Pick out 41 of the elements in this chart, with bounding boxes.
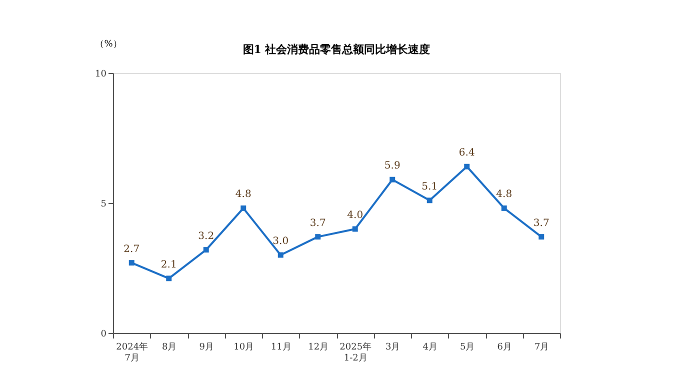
point	[128, 260, 134, 266]
x-tick-label: 2024年 7月	[116, 342, 148, 364]
data-label: 3.2	[198, 230, 214, 242]
y-tick-label: 0	[100, 330, 107, 340]
point	[278, 252, 284, 258]
point	[426, 198, 432, 204]
x-tick-label: 3月	[386, 342, 400, 352]
x-tick-label: 10月	[234, 342, 254, 352]
point	[166, 276, 172, 282]
data-label: 4.8	[235, 189, 252, 200]
data-label: 4.0	[347, 210, 364, 221]
data-label: 6.4	[458, 148, 475, 159]
data-label: 5.9	[384, 160, 400, 172]
x-tick-label: 11月	[270, 342, 292, 352]
data-label: 5.1	[422, 181, 438, 192]
x-tick-label: 4月	[422, 342, 438, 352]
point	[240, 205, 246, 211]
point	[390, 176, 396, 182]
x-tick-label: 8月	[162, 342, 177, 352]
point	[538, 234, 544, 240]
point	[203, 247, 209, 253]
x-tick-label: 6月	[497, 342, 512, 352]
x-tick-label: 2025年 1-2月	[340, 342, 372, 364]
x-tick-label: 7月	[534, 342, 550, 352]
data-label: 2.7	[124, 244, 140, 255]
x-tick-label: 12月	[308, 342, 329, 352]
data-label: 2.1	[160, 259, 177, 270]
x-tick-label: 5月	[460, 342, 475, 352]
point	[315, 234, 321, 240]
data-label: 3.7	[533, 218, 550, 229]
x-tick-label: 9月	[199, 342, 214, 352]
point	[352, 226, 358, 232]
y-tick-label: 10	[95, 70, 107, 80]
y-axis-title: （%）	[95, 40, 122, 50]
data-label: 4.8	[496, 189, 512, 200]
data-label: 3.7	[310, 218, 326, 229]
point	[501, 205, 507, 211]
data-label: 3.0	[272, 236, 289, 247]
y-tick-label: 5	[100, 200, 107, 210]
chart-title: 图1 社会消费品零售总额同比增长速度	[242, 43, 430, 56]
point	[464, 164, 470, 170]
